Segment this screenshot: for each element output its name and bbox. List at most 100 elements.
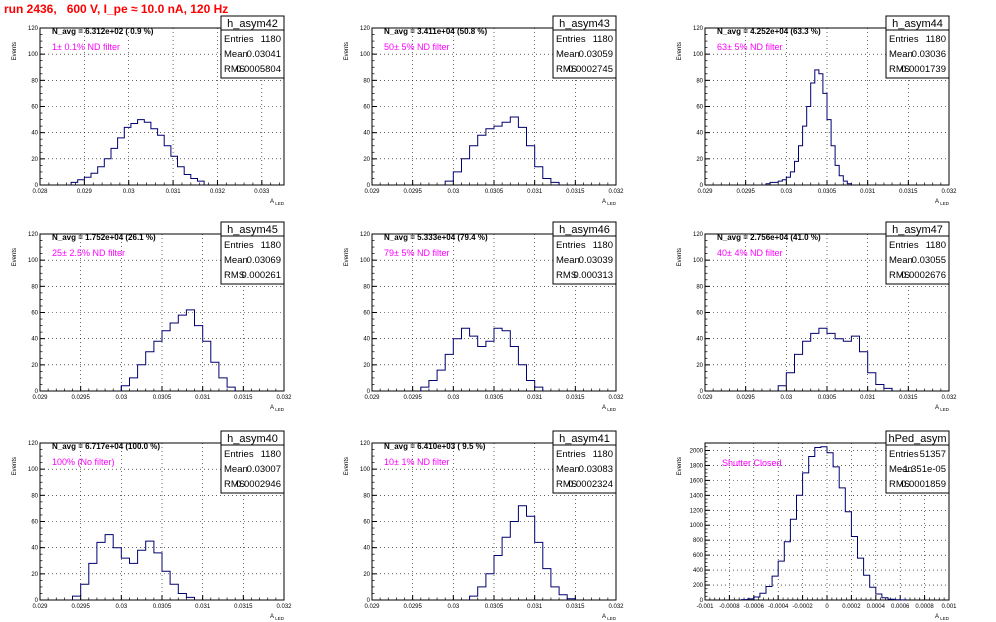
y-axis-label: Events xyxy=(677,457,683,475)
navg-label: N_avg = 6.410e+03 ( 9.5 %) xyxy=(384,442,486,451)
x-tick-label: 0 xyxy=(825,604,829,610)
x-tick-label: 0.0006 xyxy=(891,604,910,610)
y-axis-label: Events xyxy=(12,457,18,475)
y-tick-label: 20 xyxy=(363,157,370,163)
filter-label: 100% (No filter) xyxy=(52,457,115,467)
y-tick-label: 60 xyxy=(31,105,38,111)
x-tick-label: 0.03 xyxy=(780,189,792,195)
y-tick-label: 200 xyxy=(693,583,704,589)
x-axis-label-main: A xyxy=(935,614,939,620)
y-tick-label: 120 xyxy=(360,26,371,32)
x-tick-label: -0.0004 xyxy=(768,604,789,610)
histogram-line xyxy=(741,446,907,601)
x-tick-label: 0.0008 xyxy=(915,604,934,610)
stats-value: 0.03055 xyxy=(912,255,946,266)
stats-label: Entries xyxy=(224,34,254,45)
histogram-line xyxy=(777,327,893,391)
stats-box xyxy=(220,235,285,285)
stats-label: Mean xyxy=(224,464,248,475)
x-tick-label: 0.032 xyxy=(210,189,226,195)
x-tick-label: 0.0295 xyxy=(403,189,422,195)
stats-label: Entries xyxy=(889,240,919,251)
y-tick-label: 0 xyxy=(700,389,704,395)
histogram-h_asym46: 0 20 40 60 80 100 120 0.029 0.0295 0.03 0.0305 0.03… xyxy=(344,221,624,412)
histogram-h_asym40: 0 20 40 60 80 100 120 0.029 0.0295 0.03 0.0305 0.03… xyxy=(12,430,292,621)
x-tick-label: 0.032 xyxy=(608,604,624,610)
histogram-line xyxy=(420,327,544,391)
stats-box xyxy=(552,29,617,79)
x-axis-label: A LED xyxy=(602,199,617,206)
stats-title: h_asym47 xyxy=(892,224,943,236)
x-tick-label: -0.001 xyxy=(696,604,714,610)
stats-value: 1180 xyxy=(593,240,613,251)
stats-label: RMS xyxy=(889,270,910,281)
navg-label: N_avg = 6.312e+02 ( 0.9 %) xyxy=(52,27,154,36)
x-tick-label: 0.0305 xyxy=(153,604,172,610)
x-tick-label: 0.029 xyxy=(32,395,48,401)
stats-label: RMS xyxy=(556,64,577,75)
x-tick-label: 0.029 xyxy=(364,189,380,195)
stats-box xyxy=(885,29,950,79)
x-tick-label: 0.031 xyxy=(166,189,182,195)
stats-value: 0.03083 xyxy=(579,464,613,475)
x-axis-label-sub: LED xyxy=(274,201,285,206)
x-axis-label-sub: LED xyxy=(939,201,950,206)
y-tick-label: 0 xyxy=(35,183,39,189)
y-tick-label: 0 xyxy=(35,389,39,395)
stats-label: RMS xyxy=(224,479,245,490)
x-tick-label: 0.032 xyxy=(941,395,957,401)
stats-box xyxy=(220,444,285,494)
y-tick-label: 60 xyxy=(696,311,703,317)
histogram-line xyxy=(444,116,560,185)
filter-label: 50± 5% ND filter xyxy=(384,42,449,52)
y-tick-label: 20 xyxy=(696,363,703,369)
y-tick-label: 120 xyxy=(28,26,39,32)
y-tick-label: 100 xyxy=(693,52,704,58)
histogram-h_asym43: 0 20 40 60 80 100 120 0.029 0.0295 0.03 0.0305 0.03… xyxy=(344,15,624,206)
y-tick-label: 100 xyxy=(28,467,39,473)
histogram-line xyxy=(469,505,576,600)
y-tick-label: 80 xyxy=(363,493,370,499)
stats-label: RMS xyxy=(556,270,577,281)
x-tick-label: 0.0295 xyxy=(403,604,422,610)
x-axis-label-main: A xyxy=(602,199,606,205)
x-axis-label-sub: LED xyxy=(939,616,950,621)
y-tick-label: 120 xyxy=(360,441,371,447)
stats-title: hPed_asym xyxy=(888,433,946,445)
x-tick-label: 0.028 xyxy=(32,189,48,195)
stats-label: RMS xyxy=(556,479,577,490)
histogram-h_asym42: 0 20 40 60 80 100 120 0.028 0.029 0.03 0.031 0.032 0… xyxy=(12,15,285,206)
x-tick-label: 0.03 xyxy=(447,395,459,401)
stats-title: h_asym43 xyxy=(559,18,610,30)
y-tick-label: 100 xyxy=(693,258,704,264)
navg-label: N_avg = 3.411e+04 (50.8 %) xyxy=(384,27,488,36)
x-axis-label-main: A xyxy=(935,199,939,205)
y-axis-label: Events xyxy=(677,248,683,266)
x-tick-label: 0.0315 xyxy=(234,604,253,610)
stats-value: 1180 xyxy=(261,240,281,251)
stats-title: h_asym44 xyxy=(892,18,943,30)
x-tick-label: 0.029 xyxy=(32,604,48,610)
x-axis-label-main: A xyxy=(270,405,274,411)
stats-box xyxy=(220,29,285,79)
y-axis-label: Events xyxy=(344,457,350,475)
x-tick-label: -0.0006 xyxy=(744,604,765,610)
filter-label: 79± 5% ND filter xyxy=(384,248,449,258)
x-tick-label: 0.0315 xyxy=(566,604,585,610)
stats-title: h_asym42 xyxy=(227,18,278,30)
x-axis-label-sub: LED xyxy=(274,407,285,412)
stats-label: Entries xyxy=(556,240,586,251)
y-tick-label: 0 xyxy=(700,183,704,189)
y-tick-label: 0 xyxy=(367,389,371,395)
stats-label: Mean xyxy=(556,49,580,60)
navg-label: N_avg = 2.756e+04 (41.0 %) xyxy=(717,233,821,242)
x-axis-label-main: A xyxy=(602,405,606,411)
stats-value: 0.03007 xyxy=(247,464,281,475)
x-tick-label: -0.0008 xyxy=(719,604,740,610)
x-axis-label: A LED xyxy=(935,614,950,621)
x-tick-label: 0.0315 xyxy=(899,395,918,401)
x-tick-label: 0.0305 xyxy=(153,395,172,401)
y-axis-label: Events xyxy=(12,42,18,60)
x-tick-label: 0.03 xyxy=(123,189,135,195)
x-tick-label: 0.0295 xyxy=(736,395,755,401)
